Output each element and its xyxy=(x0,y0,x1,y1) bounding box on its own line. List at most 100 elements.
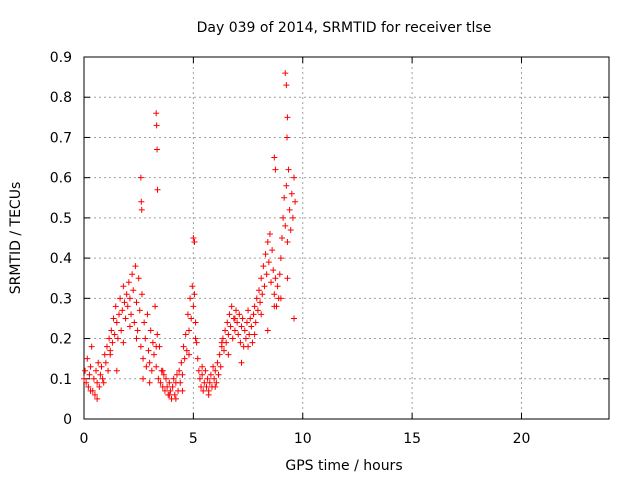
y-tick-label: 0.3 xyxy=(50,291,72,307)
chart-title: Day 039 of 2014, SRMTID for receiver tls… xyxy=(197,20,492,36)
data-point xyxy=(254,307,261,314)
data-point xyxy=(191,291,198,298)
data-point xyxy=(173,371,180,378)
data-point xyxy=(113,319,120,326)
data-point xyxy=(271,154,278,161)
data-point xyxy=(292,198,299,205)
data-point xyxy=(282,70,289,77)
data-point xyxy=(284,239,291,246)
x-tick-label: 10 xyxy=(294,431,312,447)
data-point xyxy=(167,387,174,394)
data-point xyxy=(274,283,281,290)
data-point xyxy=(87,387,94,394)
data-point xyxy=(250,311,257,318)
data-point xyxy=(252,319,259,326)
data-point xyxy=(84,355,91,362)
data-point xyxy=(251,303,258,310)
data-point xyxy=(102,359,109,366)
y-tick-label: 0.1 xyxy=(50,372,72,388)
data-point xyxy=(123,291,130,298)
data-point xyxy=(155,375,162,382)
data-point xyxy=(200,387,207,394)
data-point xyxy=(108,327,115,334)
data-point xyxy=(234,319,241,326)
data-point xyxy=(201,379,208,386)
data-point xyxy=(257,299,264,306)
data-point xyxy=(136,307,143,314)
x-axis-label: GPS time / hours xyxy=(285,458,402,474)
data-point xyxy=(183,347,190,354)
data-point xyxy=(263,271,270,278)
data-point xyxy=(126,295,133,302)
data-point xyxy=(192,319,199,326)
data-point xyxy=(246,331,253,338)
data-point xyxy=(134,327,141,334)
data-point xyxy=(284,134,290,141)
data-point xyxy=(143,363,150,370)
data-point xyxy=(154,186,161,193)
data-point xyxy=(233,307,240,314)
data-point xyxy=(131,319,138,326)
data-point xyxy=(260,263,267,270)
data-point xyxy=(225,351,232,358)
data-point xyxy=(103,343,110,350)
data-point xyxy=(137,174,144,181)
data-point xyxy=(198,383,205,390)
data-point xyxy=(268,279,275,286)
data-point xyxy=(258,311,265,318)
data-point xyxy=(180,343,187,350)
data-point xyxy=(287,226,294,233)
data-point xyxy=(247,315,254,322)
data-point xyxy=(88,343,95,350)
data-point xyxy=(179,387,186,394)
data-point xyxy=(81,375,87,382)
data-point xyxy=(241,327,248,334)
data-point xyxy=(120,283,127,290)
data-point xyxy=(157,379,164,386)
data-point xyxy=(170,375,177,382)
data-point xyxy=(264,327,271,334)
data-point xyxy=(117,295,124,302)
data-point xyxy=(229,335,236,342)
data-point xyxy=(221,347,227,354)
data-point xyxy=(237,339,244,346)
x-tick-label: 0 xyxy=(80,431,89,447)
data-point xyxy=(289,214,296,221)
data-point xyxy=(276,271,283,278)
data-point xyxy=(96,383,103,390)
data-point xyxy=(163,375,170,382)
data-point xyxy=(144,311,151,318)
data-point xyxy=(231,315,238,322)
data-point xyxy=(281,194,288,201)
data-point xyxy=(284,275,291,282)
data-point xyxy=(99,375,106,382)
data-point xyxy=(112,303,119,310)
data-point xyxy=(280,214,287,221)
data-point xyxy=(245,343,252,350)
data-point xyxy=(161,387,168,394)
data-point xyxy=(196,375,203,382)
data-point xyxy=(138,291,145,298)
data-point xyxy=(291,174,297,181)
data-point xyxy=(138,198,145,205)
data-point xyxy=(182,331,189,338)
data-point xyxy=(178,359,185,366)
data-point xyxy=(239,315,246,322)
data-point xyxy=(213,379,220,386)
data-point xyxy=(261,283,268,290)
data-point xyxy=(186,351,192,358)
data-point xyxy=(291,315,297,322)
data-point xyxy=(192,335,199,342)
y-tick-label: 0.6 xyxy=(50,171,72,187)
y-axis-label: SRMTID / TECUs xyxy=(8,182,24,295)
data-point xyxy=(219,335,226,342)
data-point xyxy=(82,367,89,374)
data-point xyxy=(224,319,231,326)
data-point xyxy=(85,383,92,390)
data-point xyxy=(256,287,262,294)
data-point xyxy=(190,303,197,310)
data-point xyxy=(212,383,219,390)
data-point xyxy=(133,299,140,306)
y-tick-label: 0.8 xyxy=(50,90,72,106)
y-tick-label: 0.7 xyxy=(50,130,72,146)
